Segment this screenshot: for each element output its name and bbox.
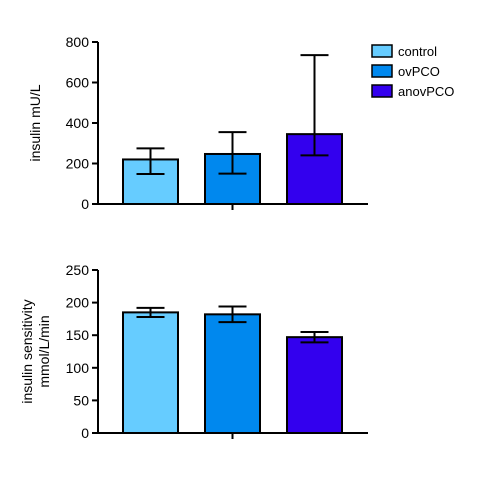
y-axis-title-line: insulin sensitivity — [19, 299, 35, 403]
y-tick-label: 600 — [66, 75, 90, 91]
y-tick-label: 200 — [66, 295, 90, 311]
y-axis-title: insulin mU/L — [27, 84, 43, 161]
legend-label-anovPCO: anovPCO — [398, 84, 454, 99]
y-tick-label: 400 — [66, 115, 90, 131]
y-axis-title-line: insulin mU/L — [27, 84, 43, 161]
legend-label-control: control — [398, 44, 437, 59]
legend-swatch-ovPCO — [371, 64, 393, 78]
insulin-chart-panel: 0 200 400 600 800 insulin mU/L — [27, 34, 368, 212]
legend-label-ovPCO: ovPCO — [398, 64, 440, 79]
y-tick-label: 150 — [66, 327, 90, 343]
bar-anovPCO — [286, 336, 343, 435]
legend-swatch-control — [371, 44, 393, 58]
y-tick-label: 100 — [66, 360, 90, 376]
y-tick-label: 0 — [81, 196, 89, 212]
y-axis-title-line: mmol/L/min — [36, 315, 52, 387]
y-tick-label: 0 — [81, 425, 89, 441]
y-tick-label: 250 — [66, 262, 90, 278]
y-tick-label: 200 — [66, 156, 90, 172]
bar-control — [122, 311, 179, 435]
y-axis-title: insulin sensitivitymmol/L/min — [19, 299, 52, 403]
chart-legend: control ovPCO anovPCO — [371, 44, 454, 99]
y-tick-label: 800 — [66, 34, 90, 50]
y-tick-label: 50 — [73, 392, 89, 408]
bar-anovPCO — [286, 133, 343, 205]
bar-ovPCO — [204, 313, 261, 434]
insulin-sensitivity-chart-panel: 0 50 100 150 200 250 insulin sensitivitymmol/L… — [19, 262, 368, 441]
legend-swatch-anovPCO — [371, 84, 393, 98]
